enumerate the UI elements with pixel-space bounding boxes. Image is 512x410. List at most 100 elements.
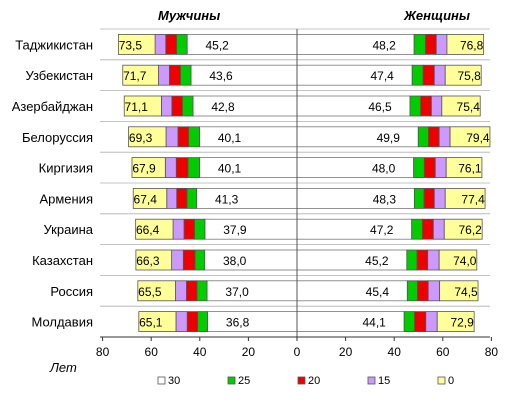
women-bar-0	[445, 157, 483, 179]
women-value-0: 79,4	[466, 131, 490, 145]
men-bar-15	[158, 64, 170, 86]
men-bar-20	[171, 95, 183, 117]
legend-swatch	[157, 376, 166, 385]
women-value-30: 48,0	[372, 162, 396, 176]
men-bar-0	[117, 34, 156, 55]
women-bar-30	[296, 311, 405, 333]
women-bar-30	[296, 218, 413, 240]
country-label: Казахстан	[32, 253, 93, 268]
men-bar-15	[164, 157, 177, 179]
panel-title-women: Женщины	[403, 8, 470, 23]
men-bar-0	[135, 249, 173, 271]
men-bar-15	[175, 280, 187, 302]
women-value-30: 48,3	[373, 192, 397, 206]
men-bar-0	[135, 218, 174, 240]
women-bar-30	[296, 249, 408, 271]
men-bar-30	[190, 64, 298, 86]
women-bar-15	[427, 280, 441, 302]
men-bar-0	[122, 64, 159, 86]
women-bar-15	[438, 126, 451, 148]
x-tick-label: 40	[193, 345, 207, 359]
men-bar-20	[183, 218, 195, 240]
women-value-0: 74,0	[453, 254, 477, 268]
women-bar-25	[406, 249, 418, 271]
women-bar-30	[296, 95, 411, 117]
men-bar-30	[196, 187, 298, 209]
legend-label: 30	[168, 375, 180, 387]
men-bar-15	[154, 34, 167, 55]
women-value-0: 76,2	[458, 223, 482, 237]
country-label: Узбекистан	[25, 68, 93, 83]
women-value-30: 48,2	[372, 38, 396, 52]
women-bar-30	[296, 126, 419, 148]
men-bar-0	[123, 95, 162, 117]
x-tick-label: 60	[145, 345, 159, 359]
x-tick-label: 20	[339, 345, 353, 359]
men-bar-20	[186, 311, 199, 333]
women-bar-20	[421, 218, 434, 240]
legend-swatch	[297, 376, 306, 385]
men-bar-20	[165, 34, 177, 55]
men-bar-20	[182, 249, 196, 271]
men-value-30: 38,0	[223, 254, 247, 268]
women-bar-25	[411, 64, 424, 86]
women-value-0: 75,4	[457, 100, 481, 114]
men-value-0: 65,5	[138, 285, 162, 299]
men-value-0: 71,7	[123, 69, 147, 83]
women-bar-20	[428, 126, 440, 148]
women-bar-20	[423, 157, 436, 179]
x-tick-label: 60	[436, 345, 450, 359]
women-bar-20	[422, 64, 435, 86]
women-bar-25	[406, 280, 418, 302]
women-bar-0	[443, 218, 483, 240]
men-bar-25	[179, 64, 192, 86]
men-value-0: 69,3	[129, 131, 153, 145]
women-bar-0	[446, 34, 485, 55]
men-value-0: 71,1	[125, 100, 149, 114]
country-label: Белоруссия	[22, 130, 93, 145]
women-bar-25	[413, 187, 425, 209]
men-bar-15	[166, 187, 178, 209]
women-bar-25	[417, 126, 429, 148]
women-value-0: 72,9	[450, 316, 474, 330]
x-tick-label: 20	[242, 345, 256, 359]
women-value-30: 45,4	[366, 285, 390, 299]
women-bar-15	[433, 187, 446, 209]
women-value-0: 76,1	[458, 162, 482, 176]
women-bar-15	[434, 157, 447, 179]
women-value-30: 49,9	[377, 131, 401, 145]
women-bar-0	[449, 126, 491, 148]
men-bar-20	[176, 187, 188, 209]
plot-area: Таджикистан 45,2 73,5 48,2 76,8 Узбекистан 43,…	[12, 28, 498, 359]
women-bar-15	[435, 34, 448, 55]
men-value-30: 45,2	[205, 38, 229, 52]
men-bar-20	[175, 157, 189, 179]
women-value-0: 76,8	[460, 38, 484, 52]
men-value-30: 40,1	[218, 162, 242, 176]
women-value-30: 46,5	[368, 100, 392, 114]
women-bar-25	[403, 311, 416, 333]
men-value-30: 43,6	[209, 69, 233, 83]
women-value-0: 75,8	[458, 69, 482, 83]
men-value-30: 40,1	[218, 131, 242, 145]
women-bar-25	[413, 157, 425, 179]
women-bar-15	[430, 95, 443, 117]
legend-swatch	[367, 376, 376, 385]
women-bar-30	[296, 187, 415, 209]
men-value-30: 36,8	[226, 316, 250, 330]
women-bar-30	[296, 157, 415, 179]
men-bar-0	[137, 280, 176, 302]
women-bar-0	[444, 187, 486, 209]
country-label: Таджикистан	[15, 37, 93, 52]
women-bar-20	[420, 95, 432, 117]
men-bar-25	[197, 311, 208, 333]
women-value-30: 44,1	[362, 316, 386, 330]
men-bar-0	[131, 157, 166, 179]
panel-title-men: Мужчины	[158, 8, 220, 23]
women-bar-20	[414, 311, 427, 333]
x-axis-label: Лет	[49, 360, 77, 375]
legend: 30 25 20 15 0	[157, 375, 454, 387]
men-value-0: 73,5	[119, 38, 143, 52]
country-label: Киргизия	[39, 161, 93, 176]
men-bar-15	[172, 218, 185, 240]
